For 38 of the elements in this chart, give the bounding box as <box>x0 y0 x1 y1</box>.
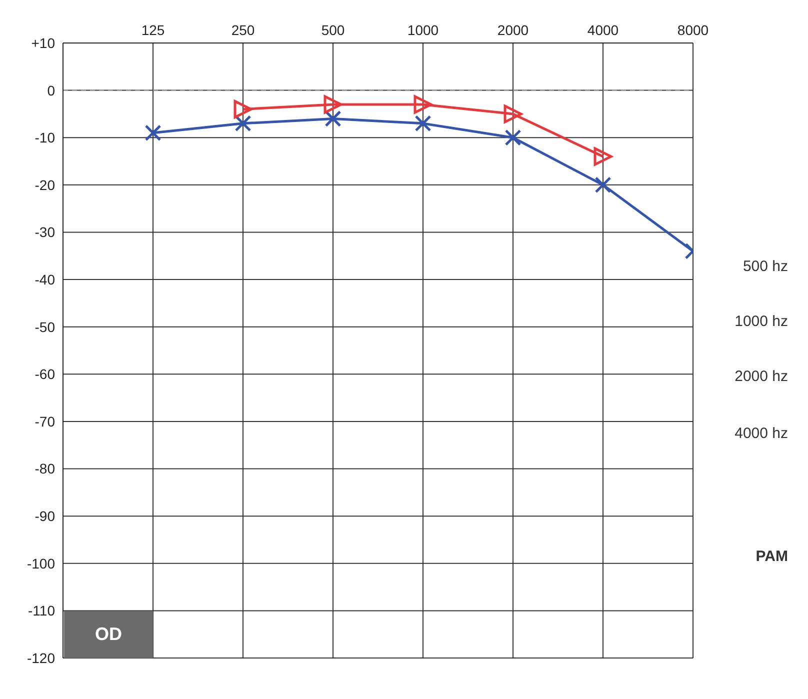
y-tick-label: -120 <box>26 650 56 666</box>
x-tick-label: 2000 <box>497 22 529 38</box>
y-tick-label: -30 <box>34 224 56 240</box>
point <box>234 100 252 118</box>
text: 1000 hz <box>734 313 788 330</box>
x-tick-label: 250 <box>231 22 255 38</box>
point <box>504 104 522 124</box>
y-tick-label: -60 <box>34 366 56 382</box>
x-tick-label: 8000 <box>677 22 709 38</box>
text: 4000 hz <box>734 425 788 442</box>
point <box>234 115 252 132</box>
point <box>324 95 342 114</box>
text: 2000 hz <box>734 368 788 385</box>
y-tick-label: -100 <box>26 555 56 572</box>
point <box>594 176 612 194</box>
text: PAM <box>754 548 788 565</box>
x-tick-label: 500 <box>321 22 345 38</box>
y-tick-label: -50 <box>34 318 56 335</box>
point <box>414 95 432 114</box>
y-tick-label: -80 <box>34 460 56 477</box>
y-tick-label: -90 <box>34 508 56 524</box>
y-tick-label: -40 <box>34 272 56 288</box>
x-tick-label: 125 <box>141 22 165 38</box>
point <box>504 129 522 146</box>
y-tick-label: -70 <box>34 413 56 430</box>
y-tick-label: 0 <box>47 82 56 98</box>
y-tick-label: -20 <box>34 176 56 193</box>
y-tick-label: +10 <box>31 34 56 51</box>
point <box>144 124 162 142</box>
text: 500 hz <box>742 258 788 275</box>
x-tick-label: 1000 <box>407 22 439 38</box>
x-tick-label: 4000 <box>587 22 619 38</box>
y-tick-label: -10 <box>34 130 56 146</box>
y-tick-label: -110 <box>28 602 56 619</box>
point <box>414 115 432 132</box>
point <box>594 147 612 166</box>
label-box: OD <box>64 610 153 658</box>
point <box>324 110 342 127</box>
